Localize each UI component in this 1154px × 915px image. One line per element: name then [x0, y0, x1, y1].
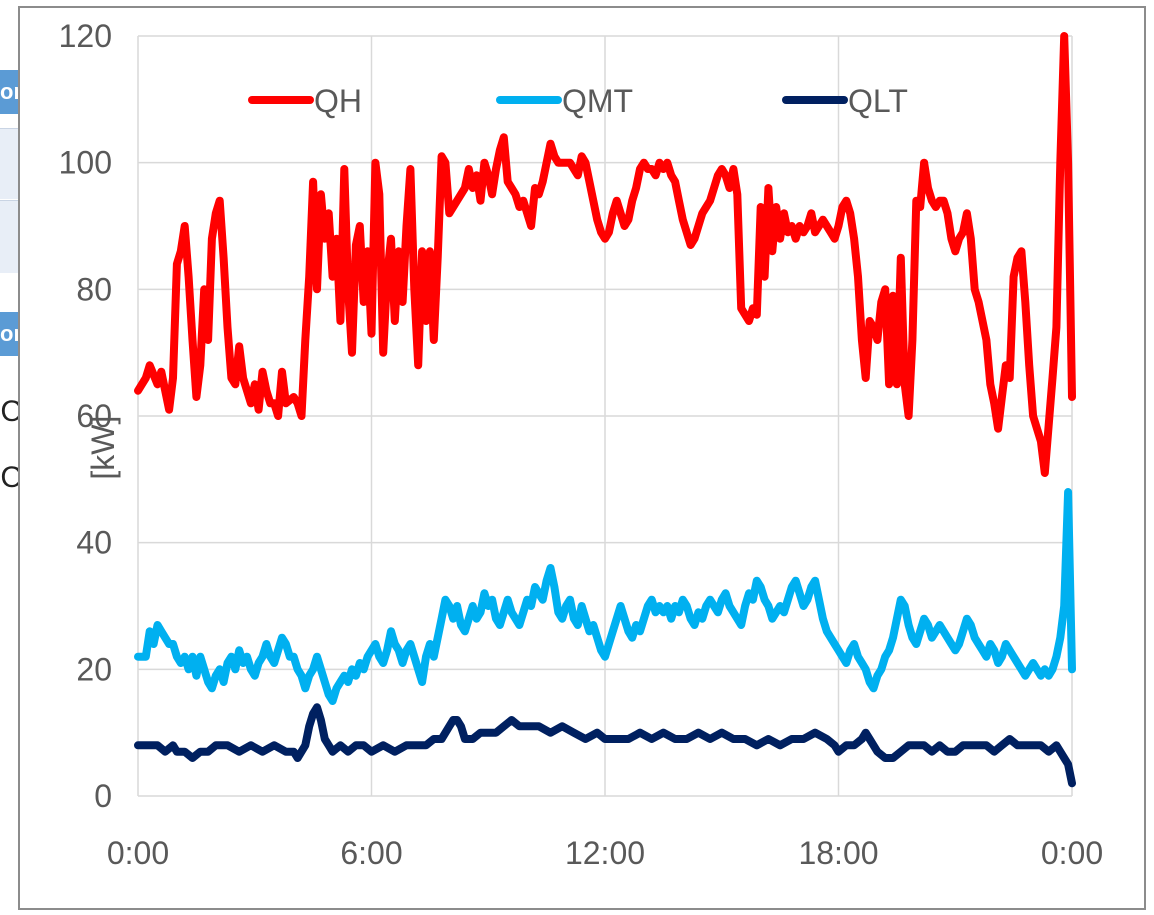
legend-label-qh: QH [314, 83, 362, 119]
background-table-cell [0, 200, 22, 273]
y-tick-label: 100 [59, 145, 112, 181]
line-chart: 0 20 40 60 80 100 120 0:00 6:00 12:00 18:00 0:00 Q… [59, 18, 1104, 871]
y-axis-ticks: 0 20 40 60 80 100 120 [59, 18, 112, 814]
background-table-cell [0, 128, 22, 199]
y-tick-label: 80 [76, 271, 112, 307]
chart-area: 0 20 40 60 80 100 120 0:00 6:00 12:00 18:00 0:00 Q… [18, 6, 1146, 910]
y-tick-label: 60 [76, 398, 112, 434]
series-line-qlt [134, 703, 1076, 788]
x-tick-label: 12:00 [565, 835, 645, 871]
background-table-text: C [0, 461, 22, 494]
y-tick-label: 120 [59, 18, 112, 54]
x-axis-ticks: 0:00 6:00 12:00 18:00 0:00 [107, 835, 1103, 871]
series-line-qh [134, 32, 1076, 477]
background-table-header: or [0, 312, 22, 356]
series-lines [134, 32, 1076, 788]
legend-label-qlt: QLT [848, 83, 908, 119]
x-tick-label: 0:00 [107, 835, 169, 871]
background-table-text: C [0, 395, 22, 428]
legend: QH QMT QLT [248, 83, 908, 119]
x-tick-label: 18:00 [798, 835, 878, 871]
y-tick-label: 0 [94, 778, 112, 814]
background-table-header: or [0, 70, 22, 114]
legend-label-qmt: QMT [562, 83, 633, 119]
y-tick-label: 20 [76, 651, 112, 687]
y-axis-label: [kW] [85, 416, 121, 480]
x-tick-label: 0:00 [1041, 835, 1103, 871]
x-tick-label: 6:00 [340, 835, 402, 871]
y-tick-label: 40 [76, 525, 112, 561]
series-line-qmt [134, 488, 1076, 705]
